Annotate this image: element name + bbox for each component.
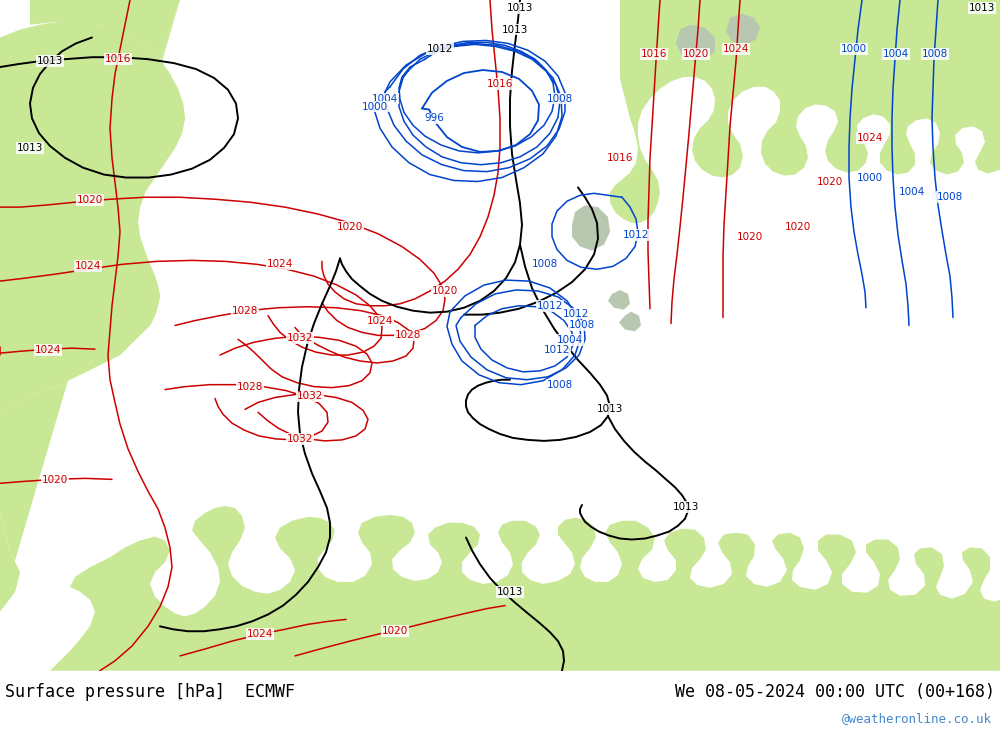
Text: 1020: 1020	[737, 232, 763, 242]
Text: 1008: 1008	[532, 259, 558, 269]
Text: 1024: 1024	[723, 44, 749, 54]
Text: 1016: 1016	[105, 54, 131, 65]
Text: 1004: 1004	[883, 49, 909, 59]
Polygon shape	[572, 205, 610, 251]
Text: 1013: 1013	[597, 405, 623, 414]
Text: 1028: 1028	[395, 331, 421, 340]
Text: 1020: 1020	[683, 49, 709, 59]
Text: Surface pressure [hPa]  ECMWF: Surface pressure [hPa] ECMWF	[5, 682, 295, 701]
Text: We 08-05-2024 00:00 UTC (00+168): We 08-05-2024 00:00 UTC (00+168)	[675, 682, 995, 701]
Text: 1008: 1008	[547, 380, 573, 390]
Polygon shape	[608, 290, 630, 310]
Text: 1012: 1012	[563, 309, 589, 319]
Text: 1032: 1032	[287, 334, 313, 343]
Text: 1008: 1008	[569, 320, 595, 331]
Text: 1004: 1004	[557, 335, 583, 345]
Text: 1013: 1013	[507, 3, 533, 13]
Polygon shape	[676, 25, 715, 61]
Text: 996: 996	[424, 114, 444, 123]
Text: 1020: 1020	[817, 177, 843, 188]
Text: 1013: 1013	[497, 587, 523, 597]
Text: 1004: 1004	[899, 188, 925, 197]
Text: 1000: 1000	[362, 102, 388, 111]
Text: 1024: 1024	[75, 261, 101, 271]
Polygon shape	[619, 312, 641, 331]
Text: 1013: 1013	[502, 25, 528, 34]
Text: 1013: 1013	[969, 3, 995, 13]
Text: 1008: 1008	[922, 49, 948, 59]
Text: 1008: 1008	[937, 192, 963, 202]
Text: 1016: 1016	[487, 79, 513, 89]
Text: 1024: 1024	[247, 629, 273, 639]
Text: 1008: 1008	[547, 94, 573, 103]
Text: 1013: 1013	[673, 502, 699, 512]
Text: 1024: 1024	[35, 345, 61, 356]
Text: 1032: 1032	[287, 434, 313, 444]
Text: 1020: 1020	[382, 626, 408, 636]
Text: 1020: 1020	[432, 286, 458, 296]
Text: 1012: 1012	[427, 44, 453, 54]
Text: 1032: 1032	[297, 391, 323, 402]
Text: 1013: 1013	[37, 56, 63, 66]
Text: 1016: 1016	[607, 152, 633, 163]
Text: 1012: 1012	[537, 301, 563, 311]
Polygon shape	[726, 14, 760, 45]
Text: 1020: 1020	[337, 222, 363, 232]
Text: 1000: 1000	[857, 172, 883, 183]
Text: 1012: 1012	[623, 229, 649, 240]
Polygon shape	[0, 0, 185, 611]
Polygon shape	[610, 0, 1000, 223]
Text: 1024: 1024	[367, 315, 393, 325]
Text: 1020: 1020	[42, 475, 68, 485]
Text: 1000: 1000	[841, 44, 867, 54]
Text: 1013: 1013	[17, 143, 43, 153]
Text: 1012: 1012	[544, 345, 570, 356]
Text: 1020: 1020	[785, 222, 811, 232]
Text: 1028: 1028	[232, 306, 258, 316]
Text: @weatheronline.co.uk: @weatheronline.co.uk	[842, 712, 992, 725]
Polygon shape	[30, 0, 180, 59]
Text: 1028: 1028	[237, 382, 263, 391]
Text: 1024: 1024	[857, 133, 883, 143]
Polygon shape	[0, 0, 1000, 671]
Text: 1020: 1020	[77, 195, 103, 205]
Text: 1004: 1004	[372, 94, 398, 103]
Text: 1016: 1016	[641, 49, 667, 59]
Text: 1024: 1024	[267, 259, 293, 269]
